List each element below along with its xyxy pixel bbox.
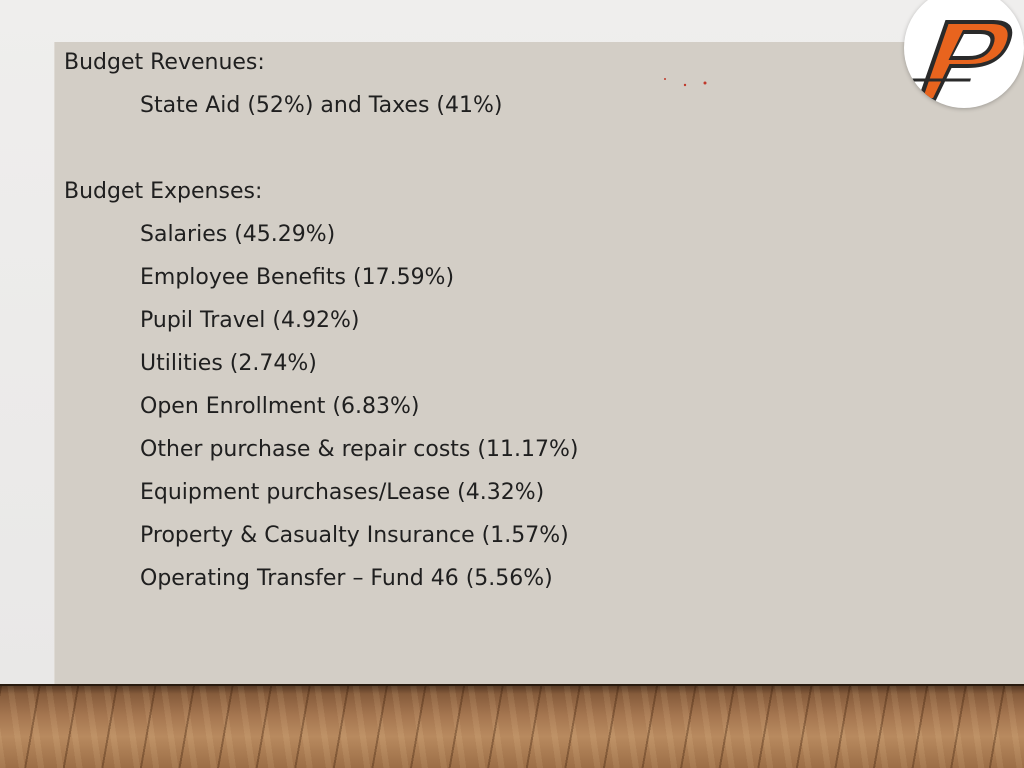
wood-floor — [0, 684, 1024, 768]
content-panel — [54, 42, 1024, 684]
expense-item: Property & Casualty Insurance (1.57%) — [140, 523, 569, 548]
revenue-item: State Aid (52%) and Taxes (41%) — [140, 93, 503, 118]
decorative-dots — [664, 78, 707, 87]
expense-item: Employee Benefits (17.59%) — [140, 265, 455, 290]
revenues-heading: Budget Revenues: — [64, 50, 265, 75]
expense-item: Utilities (2.74%) — [140, 351, 317, 376]
expense-item: Pupil Travel (4.92%) — [140, 308, 360, 333]
expense-item: Equipment purchases/Lease (4.32%) — [140, 480, 545, 505]
slide-content: Budget Revenues: State Aid (52%) and Tax… — [64, 46, 884, 605]
expense-item: Other purchase & repair costs (11.17%) — [140, 437, 579, 462]
floor-shadow — [0, 684, 1024, 694]
spacer — [64, 132, 884, 175]
expense-item: Salaries (45.29%) — [140, 222, 336, 247]
p-letter-icon — [910, 20, 1013, 102]
expense-item: Operating Transfer – Fund 46 (5.56%) — [140, 566, 553, 591]
expenses-heading: Budget Expenses: — [64, 179, 263, 204]
school-logo — [904, 0, 1024, 108]
expense-item: Open Enrollment (6.83%) — [140, 394, 420, 419]
